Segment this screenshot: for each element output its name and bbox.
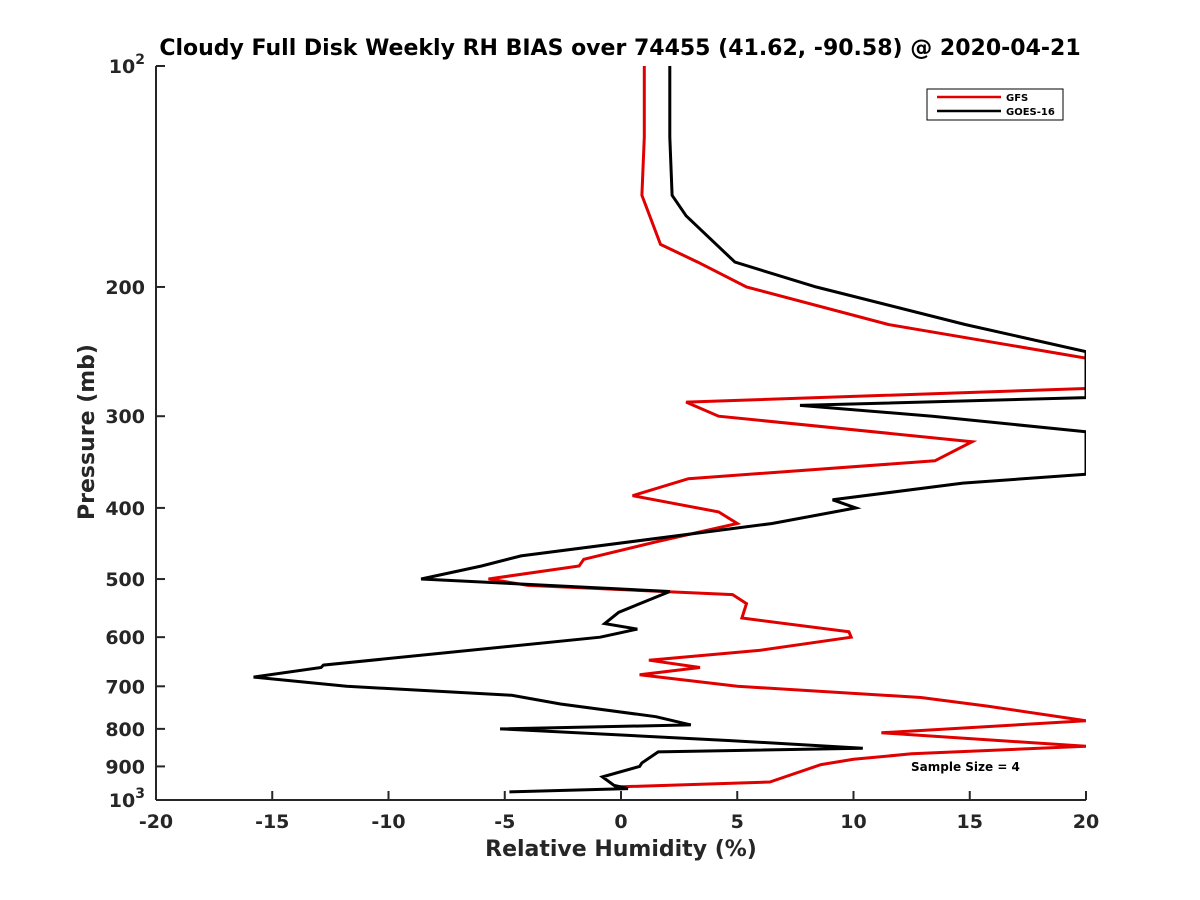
x-tick-label: -5 [494, 811, 515, 833]
y-ticks: 102 200 300 400 500 600 700 800 900 103 [105, 52, 165, 812]
y-tick-label: 600 [105, 627, 145, 649]
y-tick-label: 102 [109, 52, 145, 78]
x-ticks: -20 -15 -10 -5 0 5 10 15 20 [139, 791, 1099, 833]
x-tick-label: -10 [371, 811, 405, 833]
x-axis-label: Relative Humidity (%) [485, 837, 757, 862]
x-tick-label: 5 [731, 811, 744, 833]
sample-size-annotation: Sample Size = 4 [911, 760, 1020, 774]
series-layer [253, 66, 1086, 794]
y-tick-label: 500 [105, 569, 145, 591]
legend-gfs-label: GFS [1006, 93, 1028, 104]
legend-goes16-label: GOES-16 [1006, 107, 1055, 118]
legend: GFS GOES-16 [926, 88, 1064, 121]
y-tick-label: 103 [109, 786, 145, 812]
x-tick-label: 15 [957, 811, 983, 833]
y-tick-label: 700 [105, 676, 145, 698]
x-tick-label: 10 [840, 811, 866, 833]
y-tick-label: 800 [105, 719, 145, 741]
y-tick-label: 900 [105, 756, 145, 778]
y-tick-label: 400 [105, 498, 145, 520]
chart-title: Cloudy Full Disk Weekly RH BIAS over 744… [159, 36, 1080, 61]
x-tick-label: -15 [255, 811, 289, 833]
x-tick-label: 20 [1073, 811, 1099, 833]
y-axis-label: Pressure (mb) [75, 344, 100, 520]
x-tick-label: 0 [614, 811, 627, 833]
y-tick-label: 300 [105, 406, 145, 428]
y-tick-label: 200 [105, 277, 145, 299]
x-tick-label: -20 [139, 811, 173, 833]
legend-box [926, 88, 1064, 121]
series-line-goes-16 [253, 66, 1086, 794]
